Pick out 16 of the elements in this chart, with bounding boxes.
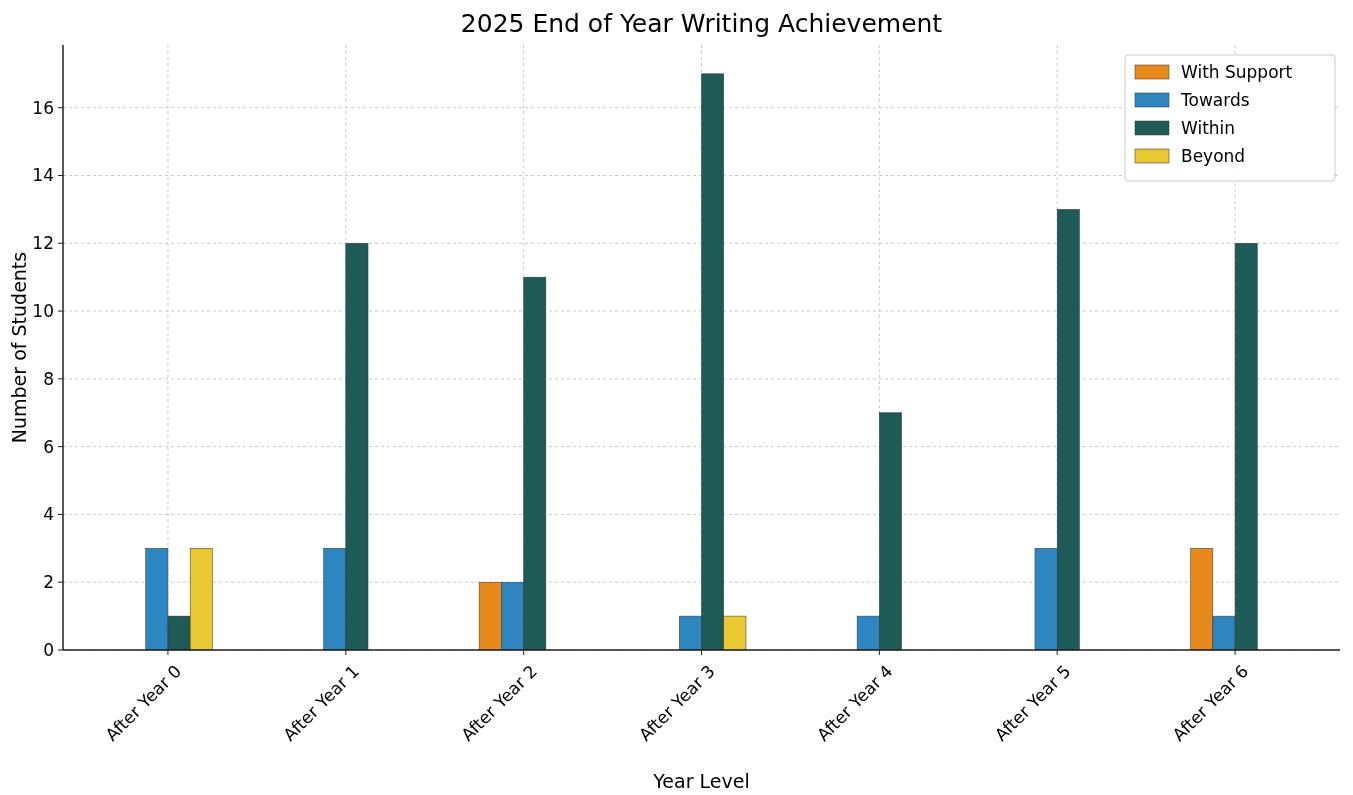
chart-title: 2025 End of Year Writing Achievement — [460, 9, 943, 38]
y-tick-label: 8 — [43, 368, 54, 389]
y-tick-label: 10 — [32, 301, 54, 322]
x-axis-title: Year Level — [652, 770, 750, 792]
y-tick-label: 14 — [32, 165, 54, 186]
legend-label: Within — [1181, 117, 1236, 138]
y-tick-label: 2 — [43, 572, 54, 593]
y-tick-label: 4 — [43, 504, 54, 525]
y-axis-title: Number of Students — [8, 251, 30, 444]
legend-label: With Support — [1181, 61, 1293, 82]
legend-label: Beyond — [1181, 145, 1246, 166]
legend-label: Towards — [1180, 89, 1250, 110]
y-tick-label: 6 — [43, 436, 54, 457]
y-tick-label: 12 — [32, 233, 54, 254]
y-tick-label: 0 — [43, 639, 54, 660]
y-tick-label: 16 — [32, 97, 54, 118]
